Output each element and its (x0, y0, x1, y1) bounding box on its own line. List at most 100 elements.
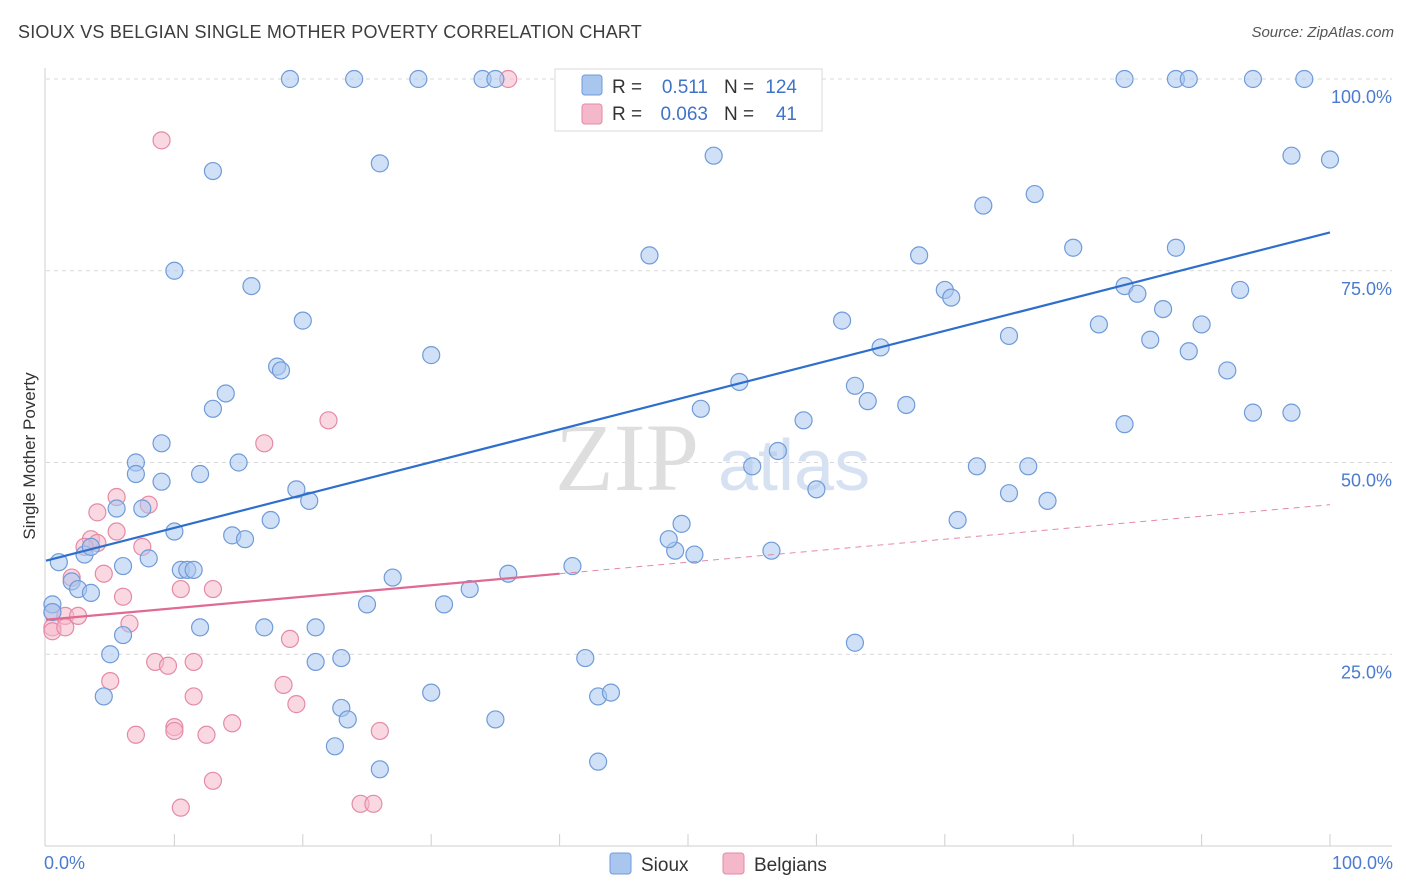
sioux-point (293, 311, 312, 330)
belgians-point (364, 794, 383, 813)
sioux-point (640, 246, 659, 265)
sioux-point (858, 392, 877, 411)
sioux-point (1218, 361, 1237, 380)
sioux-point (242, 276, 261, 296)
sioux-point (255, 618, 274, 637)
sioux-point (659, 530, 678, 549)
belgians-point (171, 798, 190, 817)
watermark: ZIP atlas (555, 404, 870, 511)
belgians-trend-extension (559, 504, 1331, 575)
chart-source: Source: ZipAtlas.com (1251, 24, 1394, 41)
trend-lines (45, 231, 1331, 621)
chart-title: SIOUX VS BELGIAN SINGLE MOTHER POVERTY C… (18, 22, 642, 42)
sioux-point (345, 69, 364, 89)
sioux-point (832, 311, 852, 330)
y-tick-label: 25.0% (1341, 662, 1392, 682)
sioux-point (190, 618, 210, 637)
sioux-point (897, 395, 916, 415)
belgians-point (88, 503, 107, 522)
sioux-point (357, 595, 377, 614)
sioux-point (845, 376, 865, 395)
sioux-point (1179, 69, 1198, 89)
sioux-point (460, 579, 479, 599)
sioux-point (434, 595, 454, 614)
sioux-point (332, 648, 351, 668)
legend-n-label-sioux: N = (724, 77, 754, 98)
x-tick-labels: 0.0% 100.0% (44, 853, 1393, 873)
belgians-point (94, 564, 113, 583)
sioux-point (486, 710, 505, 729)
belgians-point (184, 652, 203, 672)
sioux-point (1115, 415, 1134, 434)
y-tick-label: 75.0% (1341, 279, 1392, 299)
sioux-point (216, 384, 235, 403)
legend-n-value-belgians: 41 (776, 104, 797, 125)
y-tick-label: 100.0% (1331, 87, 1392, 107)
sioux-point (235, 530, 255, 549)
belgians-point (223, 714, 242, 733)
sioux-point (1282, 403, 1301, 422)
sioux-point (1166, 238, 1186, 257)
belgians-trend-line (45, 572, 560, 621)
sioux-point (1231, 280, 1250, 300)
sioux-point (383, 568, 402, 587)
sioux-point (1295, 69, 1314, 89)
sioux-point (942, 288, 961, 307)
belgians-point (158, 656, 178, 675)
sioux-point (807, 480, 826, 499)
sioux-point (306, 652, 325, 672)
belgians-point (56, 618, 75, 637)
belgians-point (197, 725, 216, 744)
belgians-point (370, 721, 389, 741)
sioux-point (589, 752, 608, 771)
legend-r-value-sioux: 0.511 (662, 77, 708, 98)
sioux-point (101, 645, 120, 664)
legend-r-label-sioux: R = (612, 77, 642, 98)
sioux-point (1089, 315, 1108, 334)
watermark-atlas: atlas (718, 426, 870, 506)
bottom-legend-label-sioux: Sioux (641, 855, 689, 876)
bottom-legend-label-belgians: Belgians (754, 855, 827, 876)
legend-swatch-belgians (581, 103, 603, 125)
bottom-legend-swatch-sioux (609, 852, 632, 875)
sioux-point (1038, 491, 1057, 510)
sioux-point (1025, 184, 1044, 204)
sioux-point (967, 457, 987, 476)
belgians-point (184, 687, 203, 706)
sioux-point (1282, 146, 1301, 165)
watermark-zip: ZIP (555, 404, 699, 511)
legend-r-value-belgians: 0.063 (660, 104, 708, 125)
sioux-point (422, 346, 441, 365)
sioux-point (762, 541, 781, 560)
sioux-point (370, 760, 389, 779)
sioux-point (486, 69, 505, 89)
x-tick-label: 0.0% (44, 853, 85, 873)
axes (44, 68, 1392, 847)
x-tick-label: 100.0% (1332, 853, 1393, 873)
sioux-point (126, 464, 145, 484)
sioux-point (576, 648, 595, 668)
sioux-point (107, 499, 126, 518)
y-tick-labels: 25.0% 50.0% 75.0% 100.0% (1331, 87, 1392, 682)
sioux-point (704, 146, 723, 165)
sioux-point (261, 510, 280, 530)
belgians-points (43, 69, 518, 817)
belgians-point (126, 725, 145, 744)
sioux-point (743, 457, 762, 476)
sioux-point (325, 737, 344, 756)
belgians-point (107, 522, 126, 541)
sioux-point (152, 472, 171, 491)
belgians-point (113, 587, 133, 606)
sioux-point (794, 411, 813, 430)
belgians-point (203, 579, 223, 599)
sioux-point (1115, 69, 1134, 89)
sioux-point (1179, 342, 1198, 361)
gridlines (46, 78, 1392, 655)
sioux-point (563, 556, 582, 576)
sioux-point (1128, 284, 1147, 303)
belgians-point (280, 629, 300, 649)
belgians-point (255, 434, 274, 453)
legend-n-value-sioux: 124 (765, 77, 797, 98)
bottom-legend-swatch-belgians (722, 852, 745, 875)
